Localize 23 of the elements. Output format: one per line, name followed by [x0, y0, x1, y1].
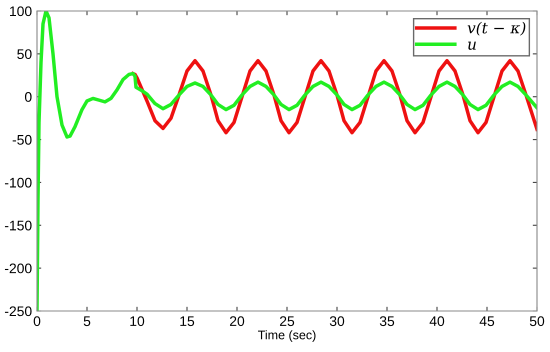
x-tick-label: 20 [230, 316, 244, 326]
y-tick-label: -50 [12, 134, 32, 145]
y-tick-label: 50 [17, 49, 32, 60]
y-tick-label: 0 [24, 92, 32, 102]
y-tick-label: 100 [10, 6, 32, 16]
y-tick-label: -200 [4, 263, 32, 274]
x-tick-label: 45 [480, 316, 494, 326]
x-tick-label: 25 [280, 316, 294, 326]
x-tick-label: 5 [84, 316, 90, 326]
x-tick-label: 10 [130, 316, 144, 326]
x-tick-label: 35 [380, 316, 394, 326]
legend-label: v(t − κ) [468, 22, 526, 36]
y-tick-label: -100 [4, 178, 32, 188]
x-tick-label: 15 [180, 316, 194, 326]
x-tick-label: 40 [430, 316, 444, 326]
line-series [37, 11, 537, 311]
x-tick-label: 0 [34, 316, 40, 326]
y-tick-label: -250 [4, 306, 32, 316]
x-axis-title: Time (sec) [258, 330, 316, 342]
y-tick-label: -150 [4, 220, 32, 230]
x-tick-label: 50 [530, 316, 544, 326]
legend-label: u [468, 42, 476, 50]
x-tick-label: 30 [330, 316, 344, 326]
